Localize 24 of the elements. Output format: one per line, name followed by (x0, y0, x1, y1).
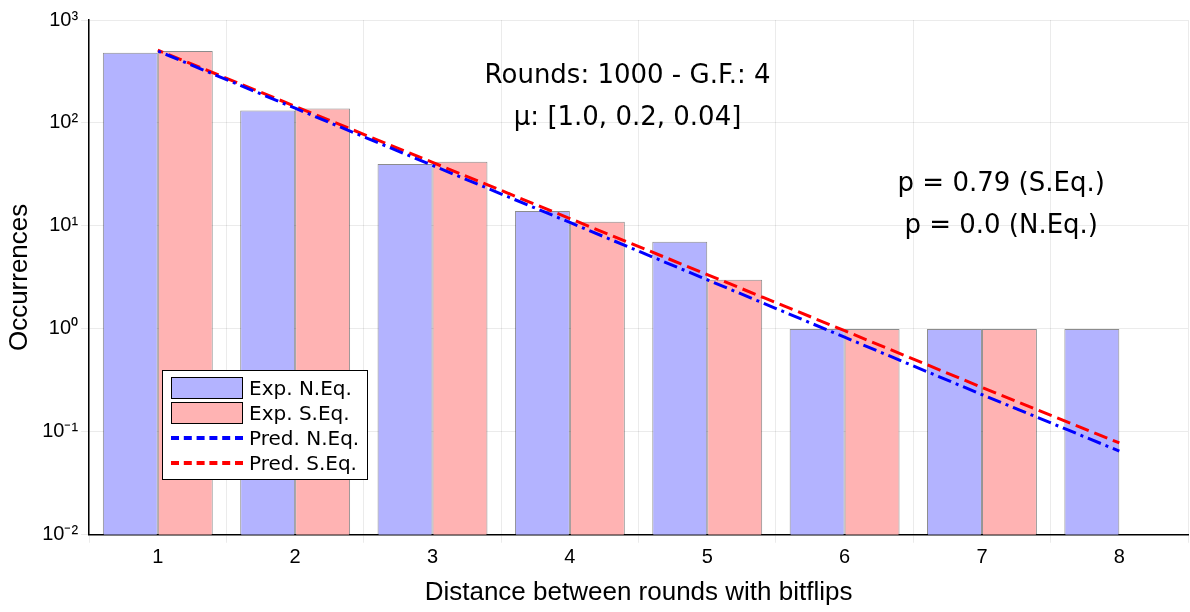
y-tick-label: 10² (49, 110, 79, 133)
y-tick-label: 10⁻² (42, 522, 79, 545)
annotation: μ: [1.0, 0.2, 0.04] (513, 100, 742, 131)
x-tick-label: 5 (701, 545, 713, 568)
y-tick-label: 10⁰ (48, 316, 79, 339)
y-axis-title: Occurrences (2, 203, 33, 352)
x-tick-label: 7 (976, 545, 988, 568)
x-tick-label: 4 (564, 545, 576, 568)
legend-label: Exp. S.Eq. (249, 400, 350, 425)
x-tick-label: 6 (839, 545, 851, 568)
annotation: Rounds: 1000 - G.F.: 4 (484, 59, 771, 90)
x-axis-title: Distance between rounds with bitflips (424, 575, 853, 606)
annotation: p = 0.0 (N.Eq.) (904, 208, 1099, 239)
x-tick-label: 8 (1113, 545, 1125, 568)
x-tick-label: 1 (152, 545, 164, 568)
y-tick-label: 10⁻¹ (42, 419, 79, 442)
legend-label: Pred. S.Eq. (249, 450, 357, 475)
annotation: p = 0.79 (S.Eq.) (897, 167, 1105, 198)
legend-label: Exp. N.Eq. (249, 375, 352, 400)
legend-label: Pred. N.Eq. (249, 425, 360, 450)
x-tick-label: 3 (426, 545, 439, 568)
y-tick-label: 10¹ (49, 213, 79, 236)
x-tick-label: 2 (289, 545, 301, 568)
y-tick-label: 10³ (49, 7, 79, 30)
